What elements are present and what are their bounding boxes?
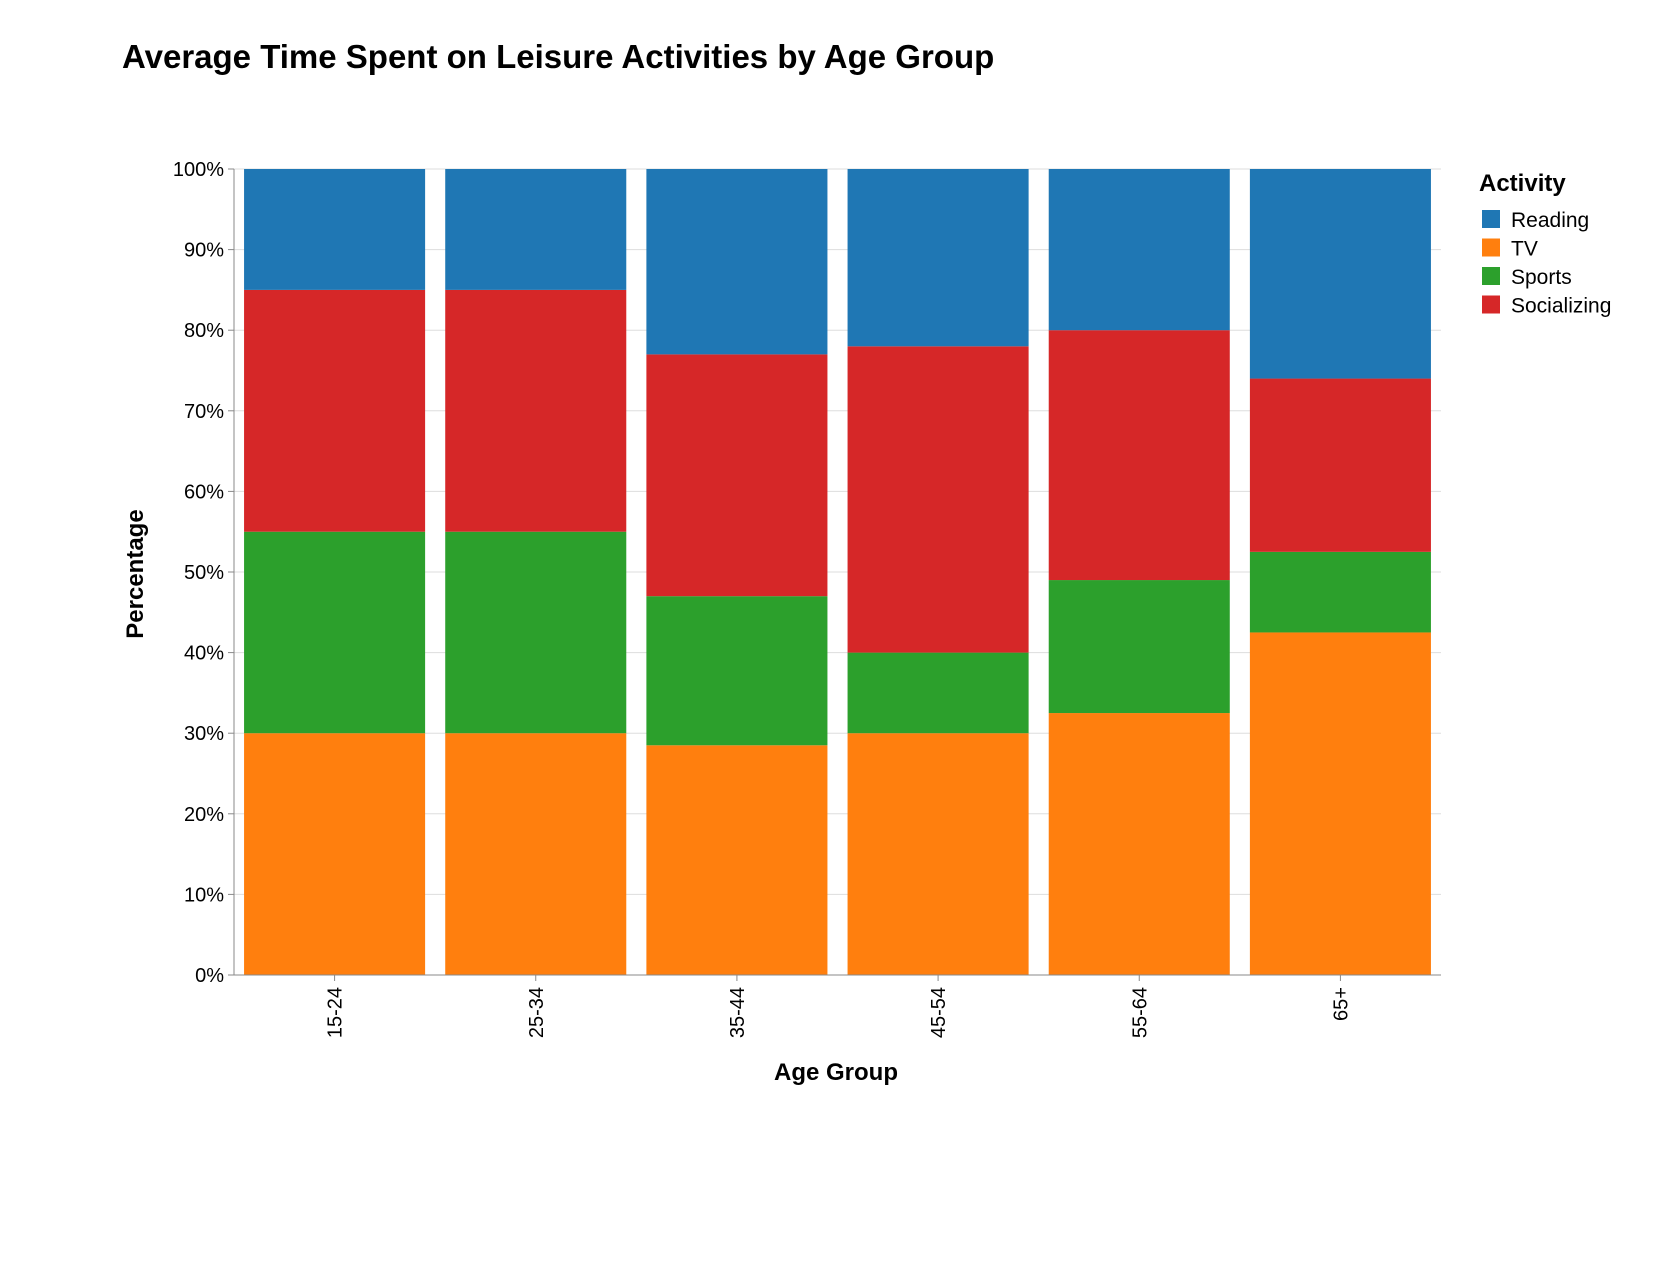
bar-sports-15-24: [244, 531, 426, 734]
bar-socializing-25-34: [445, 289, 627, 532]
bar-sports-25-34: [445, 531, 627, 734]
legend-label-sports: Sports: [1511, 266, 1572, 289]
legend-swatch-socializing: [1482, 295, 1500, 314]
grid: [234, 168, 1441, 976]
x-tick-label: 25-34: [526, 987, 548, 1038]
y-tick-label: 50%: [184, 562, 224, 584]
bar-reading-15-24: [244, 169, 426, 290]
bar-sports-35-44: [646, 596, 828, 746]
x-tick-label: 35-44: [727, 987, 749, 1038]
legend-label-socializing: Socializing: [1511, 295, 1611, 318]
bar-socializing-35-44: [646, 354, 828, 597]
y-tick-label: 30%: [184, 723, 224, 745]
y-tick-label: 80%: [184, 320, 224, 342]
y-tick-label: 0%: [195, 965, 224, 987]
legend-swatch-tv: [1482, 238, 1500, 257]
bar-socializing-65+: [1249, 378, 1431, 552]
legend-swatch-sports: [1482, 267, 1500, 285]
bar-socializing-45-54: [847, 346, 1029, 653]
x-tick-label: 45-54: [928, 987, 950, 1038]
bar-reading-45-54: [847, 169, 1029, 347]
y-tick-label: 90%: [184, 240, 224, 262]
bar-reading-55-64: [1048, 169, 1230, 331]
legend-swatch-reading: [1482, 210, 1500, 228]
y-tick-label: 40%: [184, 643, 224, 665]
bar-reading-25-34: [445, 169, 627, 290]
bar-tv-55-64: [1048, 713, 1230, 975]
bar-tv-45-54: [847, 733, 1029, 975]
bar-sports-55-64: [1048, 580, 1230, 714]
bar-socializing-15-24: [244, 289, 426, 532]
legend-label-reading: Reading: [1511, 209, 1589, 232]
y-tick-label: 60%: [184, 481, 224, 503]
y-tick-label: 10%: [184, 884, 224, 906]
legend-title: Activity: [1479, 170, 1566, 197]
bar-reading-65+: [1249, 169, 1431, 379]
bar-tv-35-44: [646, 745, 828, 975]
y-tick-label: 70%: [184, 401, 224, 423]
x-axis-title: Age Group: [774, 1059, 898, 1086]
bar-reading-35-44: [646, 169, 828, 355]
legend: Activity Reading TV Sports Socializing: [1479, 170, 1611, 318]
y-axis-title: Percentage: [122, 509, 149, 638]
x-tick-label: 15-24: [325, 987, 347, 1038]
bar-socializing-55-64: [1048, 330, 1230, 581]
bar-sports-65+: [1249, 551, 1431, 633]
axes: 0% 10% 20% 30% 40% 50% 60% 70% 80% 90% 100% 15-24 25…: [173, 159, 1441, 1038]
legend-label-tv: TV: [1511, 238, 1538, 261]
bar-tv-25-34: [445, 733, 627, 975]
x-tick-label: 55-64: [1129, 987, 1151, 1038]
x-tick-label: 65+: [1330, 987, 1352, 1021]
y-tick-label: 20%: [184, 804, 224, 826]
bar-tv-15-24: [244, 733, 426, 975]
bars: [244, 169, 1431, 975]
chart-title: Average Time Spent on Leisure Activities…: [122, 38, 994, 75]
bar-sports-45-54: [847, 652, 1029, 734]
bar-tv-65+: [1249, 632, 1431, 975]
y-tick-label: 100%: [173, 159, 224, 181]
